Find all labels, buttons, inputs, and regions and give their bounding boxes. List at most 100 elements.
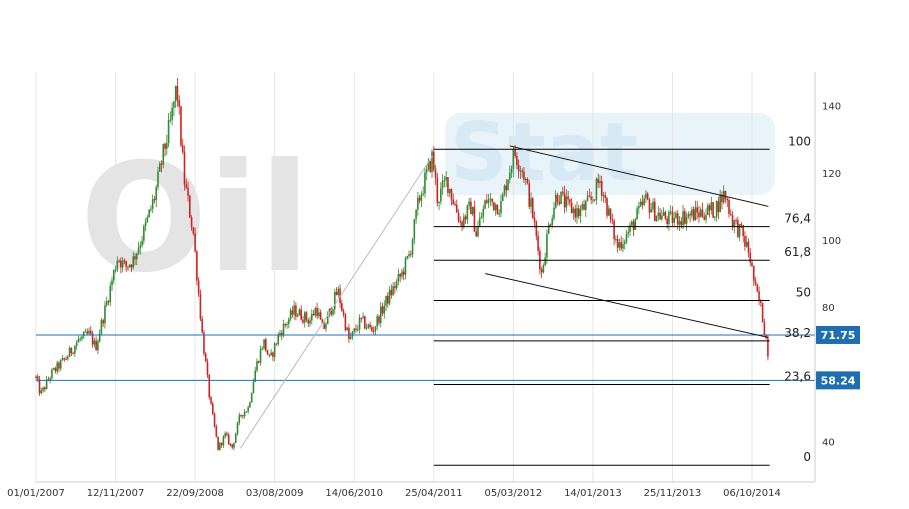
candle-body-213 (411, 239, 414, 255)
x-tick-label-2: 22/09/2008 (166, 488, 224, 499)
candle-body-292 (551, 218, 554, 226)
candle-body-68 (155, 187, 158, 201)
candle-body-201 (390, 289, 393, 296)
candle-body-74 (166, 143, 168, 149)
candle-body-145 (291, 310, 294, 315)
candle-body-231 (443, 180, 446, 182)
candle-body-102 (215, 426, 218, 437)
candle-body-33 (93, 340, 96, 345)
candle-body-157 (312, 313, 315, 316)
candle-body-196 (381, 306, 384, 314)
candle-body-37 (100, 320, 103, 334)
candle-body-353 (659, 212, 661, 220)
candle-body-343 (641, 201, 644, 205)
candle-body-198 (385, 295, 387, 306)
candle-body-407 (754, 280, 757, 285)
candle-body-197 (383, 305, 386, 314)
watermark-stat: Stat (450, 106, 638, 199)
candle-body-374 (696, 207, 698, 213)
candle-body-92 (197, 280, 200, 294)
candle-body-178 (349, 336, 352, 339)
candle-body-365 (680, 221, 683, 226)
candle-body-11 (54, 368, 57, 372)
candle-body-126 (257, 361, 260, 363)
candle-body-159 (316, 307, 318, 317)
candle-body-16 (63, 358, 66, 360)
candle-body-35 (97, 341, 99, 351)
candle-body-55 (132, 256, 135, 268)
candle-body-316 (593, 199, 596, 201)
candle-body-36 (98, 333, 101, 342)
candle-body-400 (742, 225, 744, 237)
candle-body-30 (88, 330, 90, 334)
candle-body-381 (708, 205, 711, 211)
candle-body-331 (620, 242, 622, 249)
candle-body-311 (585, 201, 587, 210)
candle-body-105 (220, 442, 223, 446)
candle-body-336 (629, 224, 631, 232)
candle-body-133 (270, 352, 272, 356)
candle-body-308 (579, 209, 582, 217)
candle-body-60 (141, 240, 143, 246)
candle-body-66 (151, 199, 154, 209)
candle-body-304 (572, 208, 575, 214)
trendline-2 (239, 155, 433, 449)
candle-body-383 (712, 202, 714, 218)
candle-body-237 (454, 204, 456, 206)
candle-body-257 (489, 198, 492, 200)
candle-body-169 (333, 292, 336, 310)
price-tag-label-0: 71.75 (821, 329, 856, 342)
candle-body-9 (51, 369, 53, 379)
candle-body-401 (744, 236, 746, 247)
trendline-0 (509, 145, 769, 207)
candle-body-51 (125, 261, 127, 267)
candle-body-291 (549, 224, 552, 226)
candle-body-81 (178, 99, 180, 107)
candle-body-212 (409, 254, 412, 256)
candle-body-63 (146, 216, 149, 222)
candle-body-352 (657, 212, 660, 216)
candle-body-274 (519, 170, 522, 172)
candle-body-138 (279, 332, 281, 335)
candle-body-323 (606, 198, 608, 216)
candle-body-119 (245, 411, 248, 413)
candle-body-219 (422, 193, 424, 195)
candle-body-90 (194, 233, 196, 252)
candle-body-280 (530, 198, 532, 207)
candle-body-147 (295, 305, 297, 317)
candle-body-284 (537, 235, 539, 251)
candle-body-131 (266, 350, 269, 355)
candle-body-192 (374, 326, 377, 332)
candle-body-361 (673, 217, 676, 223)
candle-body-277 (524, 179, 527, 181)
candle-body-241 (461, 221, 463, 227)
candle-body-301 (567, 196, 569, 200)
x-tick-label-0: 01/01/2007 (7, 488, 65, 499)
candle-body-373 (694, 207, 697, 221)
candle-body-263 (500, 200, 502, 214)
candle-body-404 (749, 252, 752, 263)
candle-body-341 (638, 206, 640, 209)
candle-body-163 (323, 323, 325, 329)
fib-level-label-6: 0 (803, 450, 811, 464)
candle-body-50 (123, 260, 126, 262)
x-tick-label-6: 05/03/2012 (485, 488, 543, 499)
candle-body-325 (609, 208, 612, 220)
candle-body-389 (722, 190, 725, 203)
candle-body-369 (687, 214, 690, 217)
candle-body-288 (544, 257, 546, 266)
candle-body-272 (516, 155, 518, 166)
candle-body-260 (494, 204, 497, 211)
candle-body-22 (74, 345, 76, 354)
candle-body-248 (473, 206, 476, 232)
candle-body-253 (482, 208, 485, 217)
candle-body-174 (342, 310, 345, 315)
candle-body-209 (404, 258, 407, 275)
candle-body-150 (300, 309, 302, 320)
candle-body-382 (710, 202, 713, 211)
candle-body-250 (477, 226, 479, 237)
candle-body-193 (376, 316, 379, 327)
candle-body-211 (408, 254, 410, 257)
candle-body-118 (243, 411, 246, 417)
candle-body-134 (272, 352, 274, 357)
